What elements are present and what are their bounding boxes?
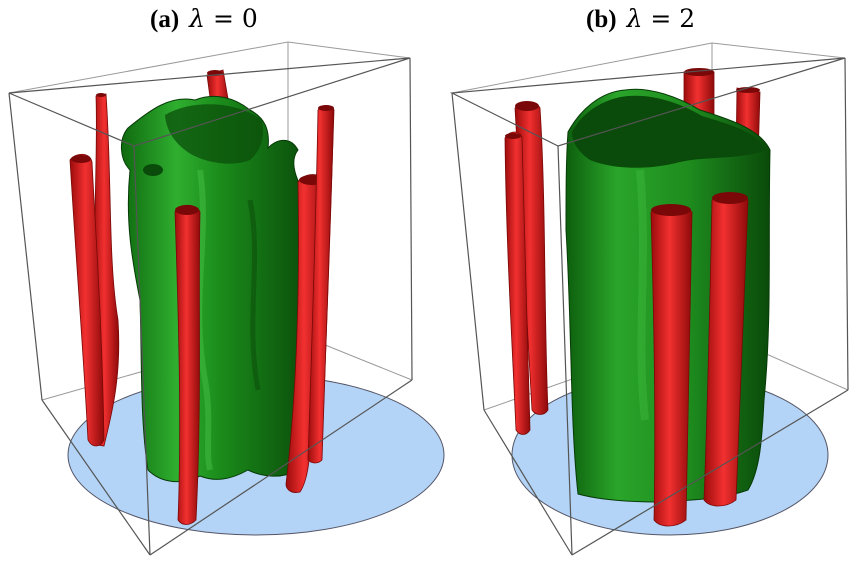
panel-a-outer-surface-rim [165,104,264,164]
panel-a-label: (a) [150,6,180,33]
panel-b-equals: = [650,4,672,33]
panel-b-value: 2 [679,4,696,33]
panel-b-red-tube-3 [650,205,693,527]
panel-b-red-tube-4 [703,193,749,507]
panel-a-value: 0 [241,4,258,33]
panel-b-caption: (b) λ = 2 [586,4,695,34]
panel-a [8,41,445,556]
panel-b-label: (b) [586,6,617,33]
panel-b-outer-surface-rim [572,95,766,168]
panel-a-surface-ridge [196,169,213,471]
panel-a-box-front-edges [8,57,413,556]
panel-a-red-tube-5 [307,105,335,464]
panel-b-red-tube-2 [504,131,531,435]
panel-b [449,42,849,556]
panel-a-caption: (a) λ = 0 [150,4,258,34]
panel-a-equals: = [212,4,234,33]
panel-b-box-front-edges [449,57,849,556]
panel-a-red-tube-2 [69,153,105,447]
panel-b-lambda-symbol: λ [626,4,643,33]
panel-a-red-tube-3 [174,204,201,525]
panel-a-lambda-symbol: λ [189,4,206,33]
